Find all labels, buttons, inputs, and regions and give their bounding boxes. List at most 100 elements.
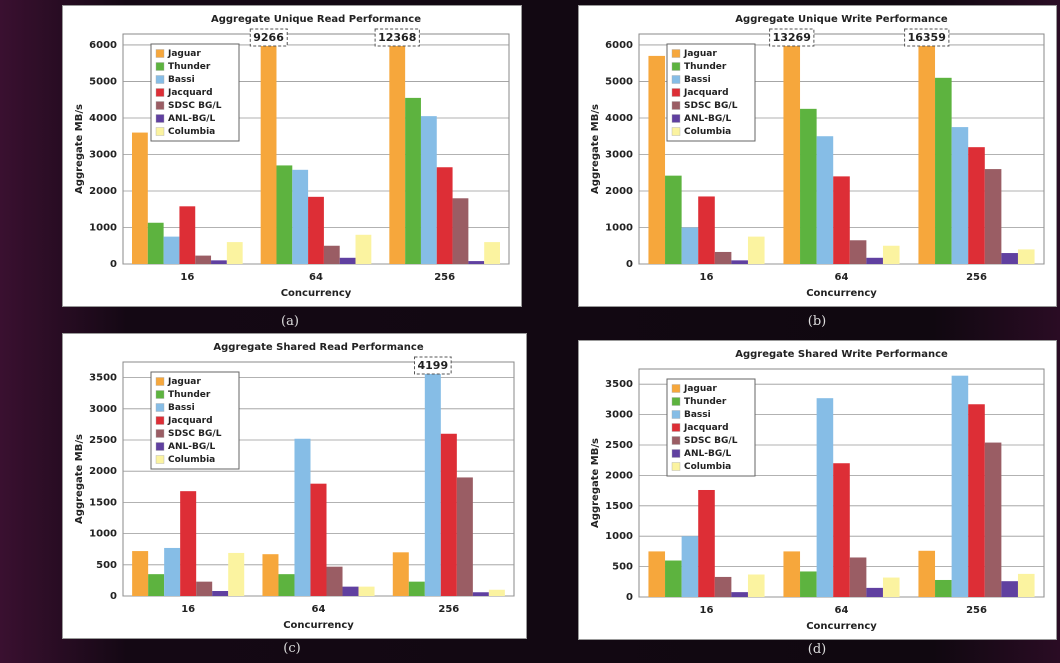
bar [648,55,666,264]
bar [260,34,277,264]
legend-swatch [155,442,165,451]
bar [179,206,196,264]
legend-label: Jaguar [167,49,201,59]
bar [323,245,340,264]
legend-swatch [155,114,165,123]
data-label-box [374,28,420,47]
data-label-box [414,356,452,375]
bar [698,196,715,264]
y-tick-label: 5000 [89,76,117,87]
data-label-box [904,28,950,47]
x-axis-label: Concurrency [283,620,354,631]
y-tick-label: 2500 [89,435,117,446]
bar [833,176,850,264]
x-axis-label: Concurrency [281,288,352,299]
bar [783,34,801,264]
legend-swatch [155,455,165,464]
legend-swatch [155,416,165,425]
bar [1017,249,1035,264]
bar [392,552,409,596]
y-tick-label: 6000 [89,40,117,51]
chart-title: Aggregate Shared Read Performance [213,342,423,353]
bars [132,362,505,596]
y-tick-label: 2500 [605,440,633,451]
bar [1001,253,1018,264]
y-tick-label: 0 [110,591,117,602]
chart-title: Aggregate Unique Write Performance [735,14,948,25]
legend-box [666,43,756,142]
bar [355,234,372,264]
x-tick-label: 256 [966,272,987,283]
bar [132,551,149,596]
bar [228,552,245,596]
bar [935,579,952,597]
legend-swatch [155,101,165,110]
bar [420,116,437,264]
bar [278,574,295,596]
legend-swatch [155,75,165,84]
legend-label: Bassi [168,75,195,85]
y-tick-label: 0 [626,592,633,603]
legend-label: Columbia [684,127,731,137]
bar [714,251,732,264]
bar [339,257,356,264]
y-tick-label: 3500 [605,379,633,390]
chart: Aggregate Unique Write Performance Concur… [578,5,1057,307]
bar [389,34,406,264]
data-label: 4199 [418,359,449,372]
legend-label: Jacquard [167,416,213,426]
bar [984,442,1002,597]
bar [984,169,1002,264]
x-axis-label: Concurrency [806,288,877,299]
legend-swatch [671,449,681,458]
legend-swatch [155,127,165,136]
bar [918,550,936,597]
legend-label: Thunder [168,390,211,400]
bar [148,574,165,596]
legend-label: Thunder [684,62,727,72]
legend-label: Jaguar [683,384,717,394]
legend-label: ANL-BG/L [684,449,732,459]
y-tick-label: 3000 [605,410,633,421]
chart: Aggregate Shared Read Performance Concurr… [62,333,527,639]
bar [968,147,985,264]
legend-box [150,371,240,470]
bar [665,560,682,597]
legend-label: SDSC BG/L [168,101,222,111]
bar [440,433,457,596]
legend-swatch [671,49,681,58]
bar [294,438,311,596]
bar [405,97,421,264]
legend-swatch [155,429,165,438]
legend-swatch [155,49,165,58]
x-tick-label: 64 [835,605,849,616]
y-axis-label: Aggregate MB/s [590,438,601,528]
chart-title: Aggregate Unique Read Performance [211,14,421,25]
legend-label: Jacquard [683,423,729,433]
legend-label: Columbia [684,462,731,472]
bar [342,586,359,596]
bar [866,587,883,597]
y-tick-label: 500 [96,560,117,571]
data-label-box [249,28,288,47]
legend-label: Jacquard [683,88,729,98]
x-tick-label: 256 [966,605,987,616]
x-axis-label: Concurrency [806,621,877,632]
legend-label: Bassi [684,410,711,420]
y-tick-label: 1500 [605,501,633,512]
y-tick-label: 2000 [89,466,117,477]
bar [731,592,748,597]
bar [681,227,699,264]
y-tick-label: 4000 [89,113,117,124]
bar [816,398,834,597]
panel-caption: (a) [281,314,299,329]
y-tick-label: 1500 [89,497,117,508]
y-tick-label: 1000 [89,529,117,540]
bar [935,77,952,264]
y-tick-label: 1000 [605,222,633,233]
data-label: 16359 [908,31,946,44]
data-label: 12368 [378,31,416,44]
legend-box [666,378,756,477]
bar [866,257,883,264]
bar [196,581,213,596]
